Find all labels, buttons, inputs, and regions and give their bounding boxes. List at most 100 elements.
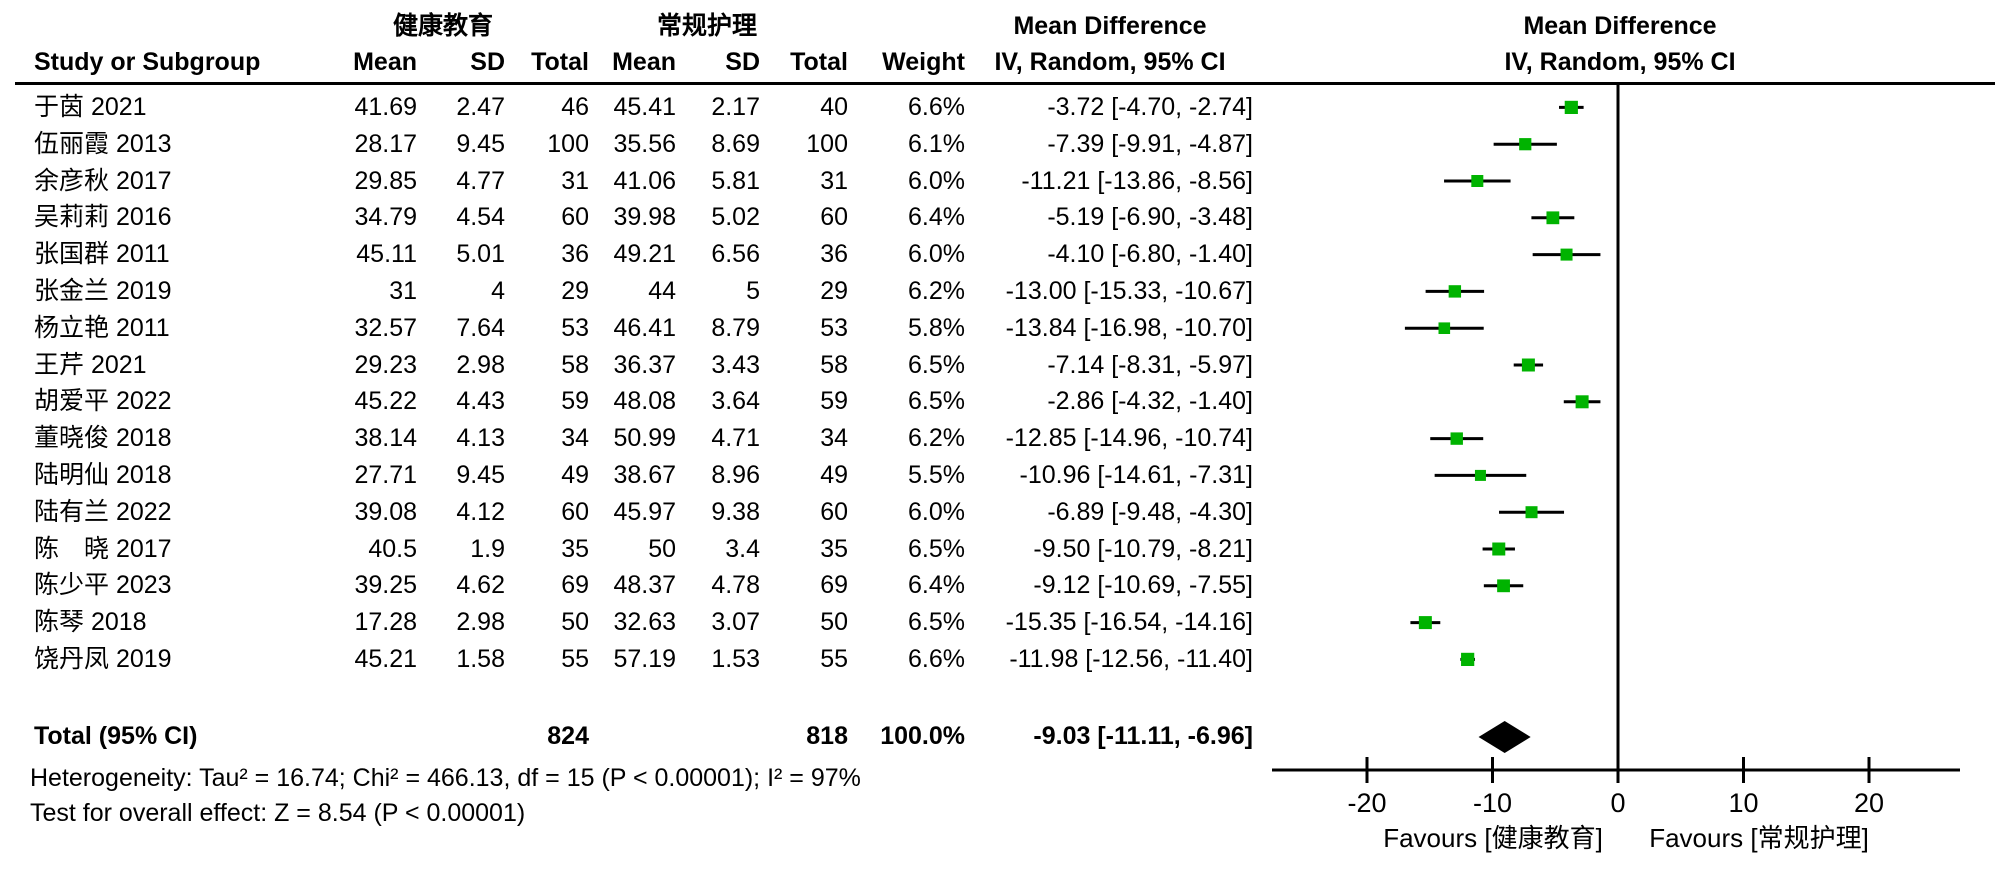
sd1-value: 4.43 xyxy=(456,387,505,416)
sd1-value: 2.98 xyxy=(456,608,505,637)
total1-value: 100 xyxy=(547,129,589,158)
mean1-value: 45.11 xyxy=(356,240,417,269)
effect-square xyxy=(1461,652,1475,666)
ci-text: -15.35 [-16.54, -14.16] xyxy=(1005,608,1253,637)
mean1-value: 31 xyxy=(389,277,417,305)
total-ci-text: -9.03 [-11.11, -6.96] xyxy=(1033,722,1253,750)
mean2-value: 36.37 xyxy=(613,350,676,379)
ci-text: -13.84 [-16.98, -10.70] xyxy=(1005,313,1253,342)
total2-value: 53 xyxy=(820,313,848,342)
mean2-value: 39.98 xyxy=(613,203,676,232)
mean2-value: 35.56 xyxy=(613,129,676,158)
total2-value: 35 xyxy=(820,534,848,563)
total1-value: 58 xyxy=(561,350,589,379)
study-label: 王芹 2021 xyxy=(34,350,147,379)
weight-value: 5.8% xyxy=(908,313,965,342)
heterogeneity-text: Heterogeneity: Tau² = 16.74; Chi² = 466.… xyxy=(30,764,861,792)
study-label: 张国群 2011 xyxy=(34,240,170,269)
study-label: 陈少平 2023 xyxy=(34,571,172,600)
mean2-value: 46.41 xyxy=(613,313,676,342)
total2-value: 69 xyxy=(820,571,848,600)
ci-text: -7.14 [-8.31, -5.97] xyxy=(1047,350,1253,379)
ci-text: -13.00 [-15.33, -10.67] xyxy=(1005,277,1253,305)
effect-square xyxy=(1450,432,1463,445)
study-label: 于茵 2021 xyxy=(34,93,147,121)
mean2-value: 45.97 xyxy=(613,497,676,526)
study-label: 杨立艳 2011 xyxy=(34,313,170,342)
total1-value: 53 xyxy=(561,313,589,342)
sd2-value: 9.38 xyxy=(711,497,760,526)
sd1-value: 1.9 xyxy=(470,534,505,563)
study-label: 胡爱平 2022 xyxy=(34,387,172,416)
total1-value: 55 xyxy=(561,645,589,673)
mean1-value: 17.28 xyxy=(354,608,417,637)
study-label: 董晓俊 2018 xyxy=(34,424,172,453)
mean1-value: 45.22 xyxy=(354,387,417,416)
sd2-value: 4.71 xyxy=(711,424,760,453)
total1-value: 69 xyxy=(561,571,589,600)
total2-value: 29 xyxy=(820,277,848,305)
mean2-value: 44 xyxy=(648,277,676,305)
col-header-mean1: Mean xyxy=(353,48,417,76)
sd1-value: 4.54 xyxy=(456,203,505,232)
sd1-value: 4.12 xyxy=(456,497,505,526)
sd2-value: 3.43 xyxy=(711,350,760,379)
study-label: 吴莉莉 2016 xyxy=(34,203,172,232)
col-header-mean2: Mean xyxy=(612,48,676,76)
ci-header-right: IV, Random, 95% CI xyxy=(1504,48,1736,76)
ci-text: -7.39 [-9.91, -4.87] xyxy=(1047,129,1253,158)
favours-left-label: Favours [健康教育] xyxy=(1383,823,1603,853)
mean1-value: 39.08 xyxy=(354,497,417,526)
total2-value: 49 xyxy=(820,461,848,489)
sd2-value: 8.96 xyxy=(711,461,760,489)
weight-value: 6.5% xyxy=(908,350,965,379)
sd1-value: 9.45 xyxy=(456,461,505,489)
weight-value: 6.5% xyxy=(908,387,965,416)
mean1-value: 45.21 xyxy=(354,645,417,673)
total1-value: 35 xyxy=(561,534,589,563)
mean1-value: 27.71 xyxy=(354,461,417,489)
ci-text: -6.89 [-9.48, -4.30] xyxy=(1047,497,1253,526)
mean1-value: 34.79 xyxy=(354,203,417,232)
weight-value: 6.6% xyxy=(908,93,965,121)
total1-value: 31 xyxy=(561,166,589,195)
ci-text: -10.96 [-14.61, -7.31] xyxy=(1019,461,1253,489)
ci-text: -3.72 [-4.70, -2.74] xyxy=(1047,93,1253,121)
sd1-value: 4.77 xyxy=(456,166,505,195)
total2-value: 50 xyxy=(820,608,848,637)
mean2-value: 48.37 xyxy=(613,571,676,600)
weight-value: 6.0% xyxy=(908,240,965,269)
ci-header-left: IV, Random, 95% CI xyxy=(994,48,1226,76)
mean-difference-header-left: Mean Difference xyxy=(1013,12,1207,40)
mean2-value: 32.63 xyxy=(613,608,676,637)
mean2-value: 50.99 xyxy=(613,424,676,453)
sd2-value: 5 xyxy=(746,277,760,305)
weight-value: 6.0% xyxy=(908,166,965,195)
study-label: 陆有兰 2022 xyxy=(34,497,172,526)
mean2-value: 41.06 xyxy=(613,166,676,195)
sd2-value: 3.07 xyxy=(711,608,760,637)
sd2-value: 4.78 xyxy=(711,571,760,600)
sd2-value: 1.53 xyxy=(711,645,760,673)
effect-square xyxy=(1474,469,1486,481)
mean1-value: 39.25 xyxy=(354,571,417,600)
total1-value: 59 xyxy=(561,387,589,416)
effect-square xyxy=(1418,616,1432,630)
col-header-total1: Total xyxy=(531,48,589,76)
mean2-value: 57.19 xyxy=(613,645,676,673)
total1-value: 60 xyxy=(561,497,589,526)
ci-text: -2.86 [-4.32, -1.40] xyxy=(1047,387,1253,416)
total-n1: 824 xyxy=(547,722,589,750)
total-n2: 818 xyxy=(806,722,848,750)
effect-square xyxy=(1521,358,1535,372)
col-header-total2: Total xyxy=(790,48,848,76)
ci-text: -5.19 [-6.90, -3.48] xyxy=(1047,203,1253,232)
axis-tick-label: -20 xyxy=(1347,788,1386,818)
mean1-value: 29.85 xyxy=(354,166,417,195)
effect-square xyxy=(1448,285,1462,298)
total1-value: 29 xyxy=(561,277,589,305)
effect-square xyxy=(1492,542,1506,556)
header-separator-line xyxy=(15,82,1995,85)
